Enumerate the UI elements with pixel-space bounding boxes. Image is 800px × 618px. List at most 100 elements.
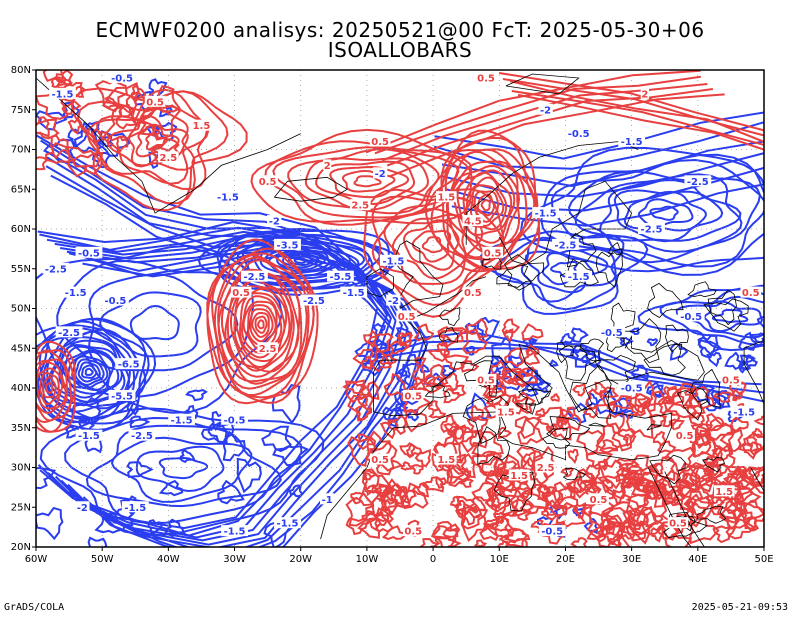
- positive-isoline: [226, 272, 295, 373]
- footer-timestamp: 2025-05-21-09:53: [691, 602, 788, 613]
- contour-label: 2: [324, 161, 331, 172]
- negative-isoline: [697, 338, 723, 358]
- positive-isoline: [599, 459, 624, 490]
- positive-isoline: [516, 446, 544, 471]
- contour-label: -2.5: [243, 272, 265, 283]
- positive-isoline: [360, 355, 373, 371]
- contour-label-bg: [158, 151, 179, 163]
- contour-label-bg: [535, 461, 556, 473]
- negative-isoline: [288, 484, 304, 498]
- contour-label-bg: [720, 374, 742, 386]
- contour-label-bg: [372, 167, 388, 179]
- country-border: [579, 338, 605, 362]
- positive-isoline: [705, 412, 725, 432]
- contour-label-bg: [667, 517, 689, 529]
- positive-isoline: [344, 380, 371, 403]
- positive-isoline: [753, 477, 764, 495]
- country-border: [605, 331, 625, 353]
- contour-label: 0.5: [722, 376, 740, 387]
- contour-label: -1.5: [217, 193, 239, 204]
- contour-label-bg: [379, 254, 407, 266]
- lon-tick-label: 40E: [688, 554, 707, 565]
- lon-tick-label: 30E: [622, 554, 641, 565]
- positive-isoline: [436, 342, 449, 358]
- positive-isoline: [498, 72, 764, 132]
- negative-isoline: [706, 351, 722, 368]
- negative-isoline: [637, 198, 694, 227]
- contour-label: 2.5: [537, 463, 555, 474]
- positive-isoline: [383, 372, 409, 398]
- positive-isoline: [224, 270, 300, 378]
- positive-isoline: [139, 104, 182, 141]
- positive-isoline: [741, 441, 759, 460]
- contour-label: -2: [540, 105, 551, 116]
- contour-layer: -1.5-0.50.51.52.5-1.5-2-3.5-2.5 -5.5-2.5-…: [36, 70, 764, 547]
- lat-tick-label: 75N: [11, 105, 31, 116]
- positive-isoline: [404, 408, 428, 433]
- lon-tick-label: 0: [430, 554, 436, 565]
- contour-label: 0.5: [477, 73, 495, 84]
- positive-isoline: [567, 448, 579, 465]
- contour-label-bg: [274, 238, 301, 250]
- positive-isoline: [36, 361, 67, 414]
- contour-label: 4.5: [464, 217, 482, 228]
- positive-isoline: [38, 371, 60, 406]
- contour-label: 0.5: [669, 519, 687, 530]
- positive-isoline: [585, 462, 601, 481]
- negative-isoline: [570, 327, 589, 343]
- positive-isoline: [692, 433, 712, 458]
- positive-isoline: [642, 480, 659, 495]
- positive-isoline: [250, 128, 473, 225]
- positive-isoline: [469, 184, 505, 227]
- positive-isoline: [517, 483, 550, 509]
- negative-isoline: [261, 425, 292, 453]
- positive-isoline: [379, 420, 399, 440]
- positive-isoline: [361, 469, 378, 481]
- negative-isoline: [572, 344, 598, 368]
- negative-isoline: [147, 519, 164, 536]
- positive-isoline: [400, 461, 414, 471]
- positive-isoline: [211, 252, 315, 399]
- positive-isoline: [483, 389, 505, 407]
- contour-label: -2: [388, 296, 399, 307]
- contour-label-bg: [565, 270, 593, 282]
- country-border: [643, 343, 686, 376]
- positive-isoline: [712, 445, 723, 460]
- coastline: [392, 240, 444, 309]
- country-border: [703, 298, 749, 332]
- positive-isoline: [419, 537, 439, 547]
- negative-isoline: [659, 287, 764, 347]
- contour-label: 0.5: [742, 288, 760, 299]
- map-title: ECMWF0200 analisys: 20250521@00 FcT: 202…: [95, 18, 705, 42]
- negative-isoline: [738, 331, 757, 352]
- coastline: [498, 180, 633, 266]
- positive-isoline: [440, 148, 539, 271]
- positive-isoline: [586, 510, 617, 539]
- positive-isoline: [519, 366, 536, 378]
- positive-isoline: [661, 486, 680, 507]
- contour-label-bg: [538, 103, 553, 115]
- negative-isoline: [129, 415, 151, 429]
- positive-isoline: [432, 434, 462, 462]
- contour-label: -1.5: [382, 256, 404, 267]
- positive-isoline: [751, 427, 764, 438]
- contour-label-bg: [436, 453, 457, 465]
- positive-isoline: [740, 500, 764, 521]
- axis-ticks: 60W 50W 40W 30W 20W 10W 0 10E 20E 30E 40E 50E 80N 75N…: [11, 65, 774, 565]
- contour-label: -1.5: [124, 503, 146, 514]
- positive-isoline: [116, 135, 129, 153]
- contour-label: 0.5: [232, 288, 250, 299]
- positive-isoline: [657, 396, 675, 415]
- contour-label-bg: [713, 485, 735, 497]
- country-border: [477, 426, 511, 465]
- country-border: [696, 505, 727, 524]
- contour-label-bg: [257, 175, 278, 187]
- positive-isoline: [342, 379, 366, 395]
- positive-isoline: [451, 453, 476, 479]
- positive-isoline: [448, 424, 467, 440]
- contour-label-bg: [108, 389, 136, 401]
- contour-label-bg: [267, 215, 282, 227]
- negative-isoline: [218, 231, 389, 292]
- negative-isoline: [669, 342, 689, 361]
- contour-label-bg: [49, 87, 76, 99]
